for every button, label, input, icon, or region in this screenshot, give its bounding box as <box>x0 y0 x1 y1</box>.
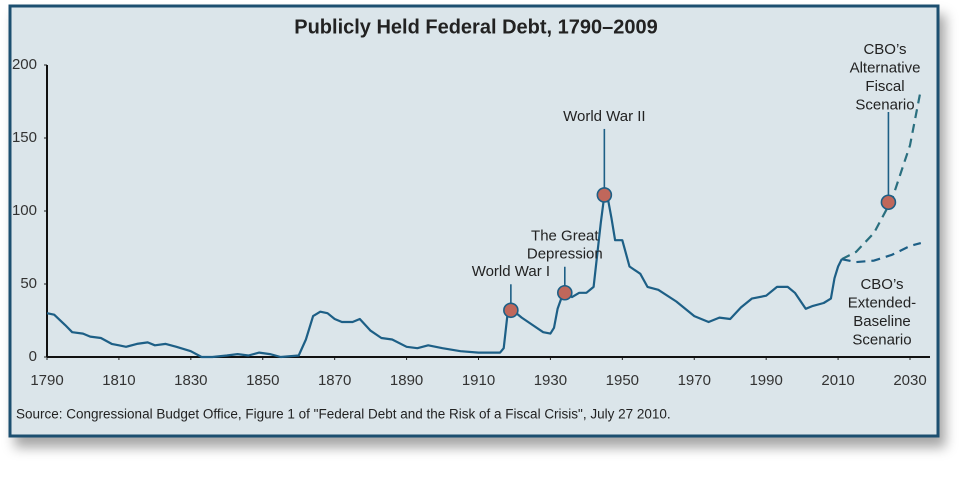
chart-title: Publicly Held Federal Debt, 1790–2009 <box>294 16 658 38</box>
x-tick-label: 2010 <box>821 372 854 389</box>
y-tick-label: 0 <box>29 348 37 365</box>
x-tick-label: 1950 <box>606 372 639 389</box>
panel <box>8 4 940 438</box>
x-tick-label: 1850 <box>246 372 279 389</box>
x-tick-label: 2030 <box>893 372 926 389</box>
series-label: Fiscal <box>865 78 904 95</box>
annotation-label: The Great <box>531 228 599 245</box>
annotation-label: Depression <box>527 246 603 263</box>
x-tick-label: 1890 <box>390 372 423 389</box>
x-tick-label: 1990 <box>749 372 782 389</box>
annotation-marker <box>880 194 897 211</box>
series-label: Alternative <box>850 59 921 76</box>
annotation-marker <box>503 302 519 319</box>
y-tick-label: 150 <box>12 129 37 146</box>
series-label: Scenario <box>852 331 911 348</box>
annotation-marker <box>556 284 573 301</box>
annotation-label: World War II <box>563 108 646 125</box>
series-line <box>46 193 843 359</box>
annotation-marker <box>596 187 613 203</box>
source-note: Source: Congressional Budget Office, Fig… <box>16 407 671 422</box>
x-tick-label: 1970 <box>678 372 711 389</box>
series-label: Baseline <box>853 313 911 330</box>
x-tick-label: 1870 <box>318 372 351 389</box>
y-tick-label: 100 <box>12 202 37 219</box>
series-line <box>841 89 922 261</box>
series-label: CBO’s <box>860 276 903 293</box>
x-tick-label: 1790 <box>30 372 63 389</box>
y-tick-label: 50 <box>20 275 37 292</box>
series-label: Scenario <box>855 96 914 113</box>
x-tick-label: 1830 <box>174 372 207 389</box>
x-tick-label: 1910 <box>462 372 495 389</box>
x-tick-label: 1930 <box>534 372 567 389</box>
annotation-label: World War I <box>472 263 550 280</box>
series-label: CBO’s <box>863 41 906 58</box>
series-label: Extended- <box>848 294 916 311</box>
x-tick-label: 1810 <box>102 372 135 389</box>
y-tick-label: 200 <box>12 56 37 73</box>
